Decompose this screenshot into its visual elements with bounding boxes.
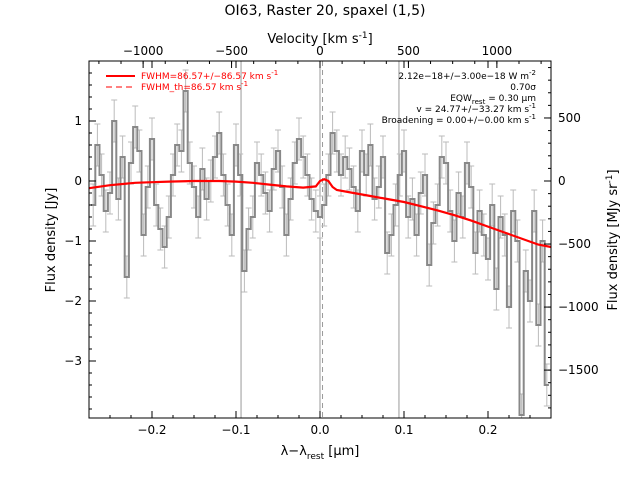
annotation-flux: 2.12e−18+/−3.00e−18 W m-2	[398, 69, 536, 82]
top-axis: −1000 −500 0 500 1000	[98, 44, 542, 68]
legend-label-fwhm-th: FWHM_th=86.57 km s-1	[141, 80, 248, 93]
annotation-eqw: EQWrest = 0.30 μm	[450, 94, 536, 106]
annotation-sigma: 0.70σ	[510, 83, 536, 93]
annotation-velocity: v = 24.77+/−33.27 km s-1	[416, 102, 536, 115]
y-tick-label: −2	[64, 294, 82, 308]
right-tick-label: 500	[558, 111, 581, 125]
top-tick-label: 500	[397, 44, 420, 58]
y-axis: 1 0 −1 −2 −3	[64, 72, 96, 410]
legend: FWHM=86.57+/−86.57 km s-1 FWHM_th=86.57 …	[106, 69, 278, 93]
right-tick-label: −1500	[558, 363, 599, 377]
y-tick-label: −3	[64, 354, 82, 368]
top-tick-label: −1000	[123, 44, 164, 58]
y-axis-label: Flux density [Jy]	[44, 188, 59, 293]
fit-annotations: 2.12e−18+/−3.00e−18 W m-2 0.70σ EQWrest …	[382, 69, 537, 126]
x-tick-label: 0.0	[310, 423, 329, 437]
spectrum-series	[91, 90, 549, 416]
right-tick-label: −500	[558, 237, 591, 251]
chart-title: OI63, Raster 20, spaxel (1,5)	[225, 3, 426, 19]
top-tick-label: −500	[215, 44, 248, 58]
annotation-broadening: Broadening = 0.00+/−0.00 km s-1	[382, 113, 536, 126]
x-tick-label: −0.1	[221, 423, 250, 437]
legend-label-fwhm: FWHM=86.57+/−86.57 km s-1	[141, 69, 278, 82]
top-tick-label: 1000	[482, 44, 513, 58]
y-tick-label: −1	[64, 234, 82, 248]
x-tick-label: 0.1	[394, 423, 413, 437]
top-axis-label: Velocity [km s-1]	[267, 31, 372, 47]
fit-series	[88, 178, 552, 249]
top-tick-label: 0	[316, 44, 324, 58]
reference-lines	[240, 61, 400, 418]
x-axis-label: λ−λrest [μm]	[281, 444, 360, 462]
right-axis: 500 0 −500 −1000 −1500	[544, 67, 599, 409]
y-tick-label: 1	[74, 114, 82, 128]
x-axis: −0.2 −0.1 0.0 0.1 0.2	[109, 61, 531, 437]
x-tick-label: −0.2	[137, 423, 166, 437]
right-tick-label: −1000	[558, 300, 599, 314]
right-axis-label: Flux density [MJy sr-1]	[605, 169, 621, 310]
x-tick-label: 0.2	[478, 423, 497, 437]
right-tick-label: 0	[558, 174, 566, 188]
y-tick-label: 0	[74, 174, 82, 188]
